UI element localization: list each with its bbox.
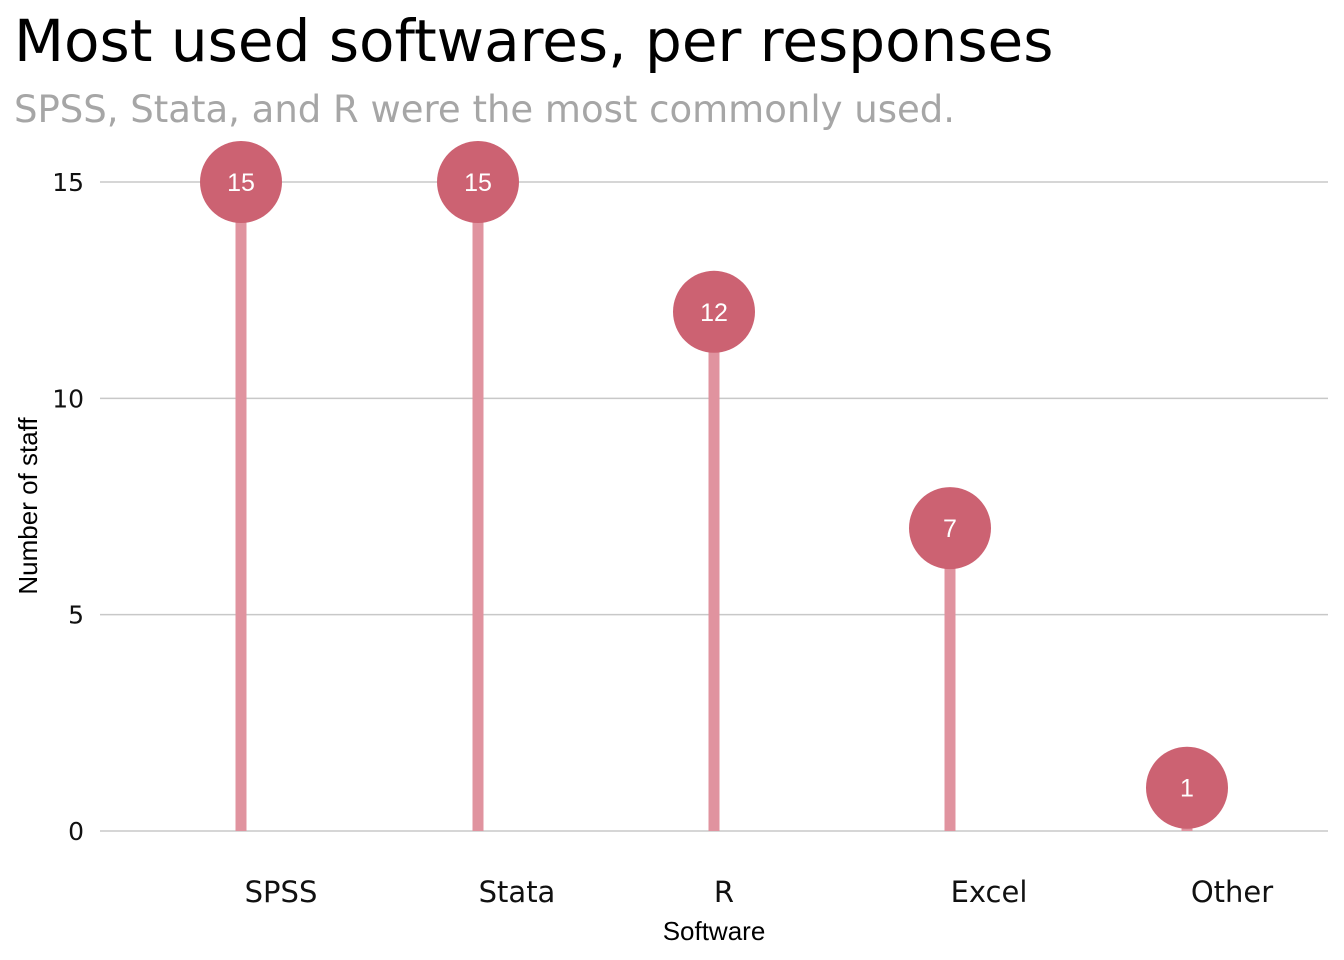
x-tick-label-excel: Excel — [951, 875, 1028, 909]
x-tick-label-spss: SPSS — [245, 875, 318, 909]
chart-title: Most used softwares, per responses — [14, 7, 1054, 75]
point-other — [1146, 746, 1228, 829]
point-spss — [200, 141, 282, 223]
y-tick-label: 10 — [52, 384, 84, 413]
stem-r — [708, 311, 720, 831]
data-labels: 15 15 12 7 1 — [227, 169, 1194, 803]
y-tick-label: 0 — [68, 817, 84, 846]
point-r — [673, 270, 755, 353]
chart-subtitle: SPSS, Stata, and R were the most commonl… — [14, 88, 955, 131]
data-label-r: 12 — [700, 299, 728, 327]
x-tick-label-other: Other — [1191, 875, 1273, 909]
stem-spss — [235, 182, 247, 831]
point-excel — [909, 487, 991, 570]
x-tick-label-r: R — [714, 875, 734, 909]
y-axis-ticks: 0 5 10 15 — [52, 168, 84, 846]
stem-stata — [472, 182, 484, 831]
data-label-spss: 15 — [227, 169, 255, 197]
x-axis-ticks: SPSS Stata R Excel Other — [245, 875, 1274, 909]
x-axis-title: Software — [663, 916, 766, 946]
y-tick-label: 5 — [68, 601, 84, 630]
data-label-excel: 7 — [943, 515, 957, 543]
stem-excel — [944, 528, 956, 831]
x-tick-label-stata: Stata — [479, 875, 556, 909]
data-label-stata: 15 — [464, 169, 492, 197]
data-label-other: 1 — [1180, 775, 1194, 803]
y-tick-label: 15 — [52, 168, 84, 197]
point-stata — [437, 141, 519, 223]
lollipop-points — [200, 141, 1228, 829]
y-axis-title: Number of staff — [13, 417, 43, 595]
